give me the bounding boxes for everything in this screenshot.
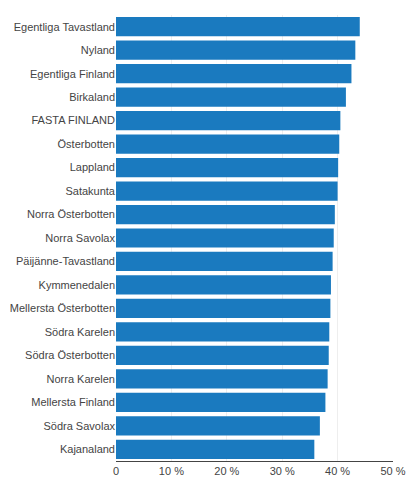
svg-text:Lappland: Lappland [70,161,115,173]
svg-text:20 %: 20 % [214,465,239,477]
svg-text:10 %: 10 % [159,465,184,477]
svg-text:Södra Savolax: Södra Savolax [43,420,115,432]
svg-text:Norra Österbotten: Norra Österbotten [27,208,115,220]
svg-text:Österbotten: Österbotten [58,138,115,150]
svg-text:Satakunta: Satakunta [65,185,115,197]
svg-text:Nyland: Nyland [81,44,115,56]
svg-text:0: 0 [113,465,119,477]
svg-text:Egentliga Finland: Egentliga Finland [30,68,115,80]
svg-text:30 %: 30 % [270,465,295,477]
svg-text:Egentliga Tavastland: Egentliga Tavastland [14,21,115,33]
svg-text:Norra Karelen: Norra Karelen [47,373,115,385]
svg-text:Kajanaland: Kajanaland [60,443,115,455]
svg-text:Södra Karelen: Södra Karelen [45,326,115,338]
svg-text:Norra Savolax: Norra Savolax [45,232,115,244]
svg-text:Birkaland: Birkaland [69,91,115,103]
svg-text:FASTA FINLAND: FASTA FINLAND [31,114,115,126]
svg-text:Södra Österbotten: Södra Österbotten [25,349,115,361]
svg-text:40 %: 40 % [325,465,350,477]
svg-text:Mellersta Österbotten: Mellersta Österbotten [10,302,115,314]
svg-text:Kymmenedalen: Kymmenedalen [39,279,115,291]
svg-text:Mellersta Finland: Mellersta Finland [31,396,115,408]
svg-text:Päijänne-Tavastland: Päijänne-Tavastland [16,255,115,267]
svg-text:50 %: 50 % [380,465,405,477]
